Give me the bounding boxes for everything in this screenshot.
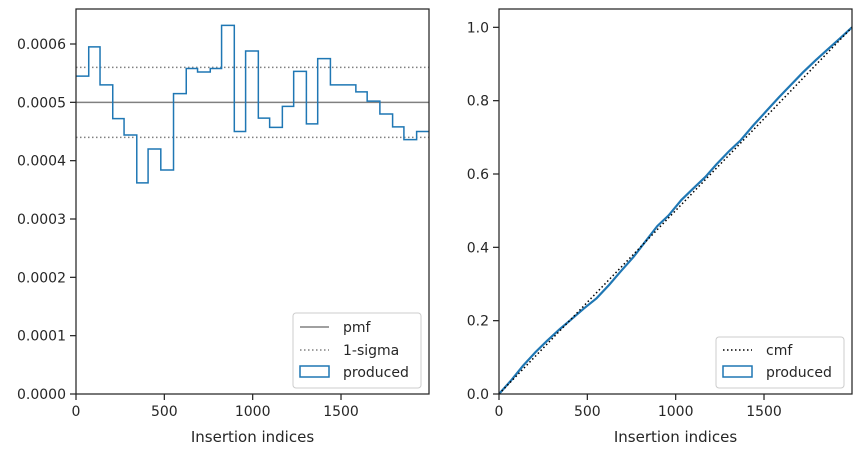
chart0-y-tick-label: 0.0001	[17, 329, 66, 345]
chart1-x-tick-label: 500	[574, 404, 601, 420]
chart1-x-tick-label: 1000	[658, 404, 694, 420]
legend-produced-label: produced	[343, 365, 409, 381]
right-legend: cmf produced	[715, 336, 845, 389]
left-chart-marks	[76, 24, 429, 184]
chart1-y-tick-label: 0.0	[467, 387, 489, 403]
chart0-x-tick-label: 1000	[235, 404, 271, 420]
chart0-y-tick-label: 0.0006	[17, 37, 66, 53]
legend-produced-label-right: produced	[766, 365, 832, 381]
legend-produced-swatch-right	[722, 365, 753, 378]
legend-pmf-label: pmf	[343, 320, 372, 336]
produced-cumulative-line	[498, 26, 853, 395]
chart0-x-tick-label: 500	[151, 404, 178, 420]
chart1-x-tick-label: 0	[495, 404, 504, 420]
chart0-y-tick-label: 0.0005	[17, 95, 66, 111]
right-axes-frame	[498, 8, 853, 395]
left-chart-ticks: 0 500 1000 1500 0.0000 0.0001 0.0002 0.0003 0.00…	[17, 37, 359, 420]
right-chart-marks	[498, 26, 853, 395]
legend-cmf-label: cmf	[766, 343, 793, 359]
left-x-axis-label: Insertion indices	[191, 428, 314, 446]
right-chart-panel: 0 500 1000 1500 0.0 0.2 0.4 0.6 0.8 1.0 Insertion…	[467, 8, 853, 446]
chart1-x-tick-label: 1500	[746, 404, 782, 420]
left-legend-box	[292, 312, 422, 389]
chart0-x-tick-label: 0	[72, 404, 81, 420]
chart0-y-tick-label: 0.0004	[17, 154, 66, 170]
legend-1-sigma-label: 1-sigma	[343, 343, 399, 359]
cmf-line	[498, 26, 853, 395]
left-chart-panel: 0 500 1000 1500 0.0000 0.0001 0.0002 0.0003 0.00…	[17, 8, 430, 446]
produced-step-histogram	[76, 24, 429, 184]
chart1-y-tick-label: 0.2	[467, 314, 489, 330]
chart0-y-tick-label: 0.0003	[17, 212, 66, 228]
chart0-x-tick-label: 1500	[323, 404, 359, 420]
right-x-axis-label: Insertion indices	[614, 428, 737, 446]
chart1-y-tick-label: 0.8	[467, 94, 489, 110]
chart1-y-tick-label: 0.4	[467, 240, 489, 256]
chart0-y-tick-label: 0.0002	[17, 270, 66, 286]
chart1-y-tick-label: 1.0	[467, 20, 489, 36]
right-chart-ticks: 0 500 1000 1500 0.0 0.2 0.4 0.6 0.8 1.0	[467, 20, 782, 420]
chart1-y-tick-label: 0.6	[467, 167, 489, 183]
legend-produced-swatch	[299, 365, 330, 378]
left-legend: pmf 1-sigma produced	[292, 312, 422, 389]
left-axes-frame	[75, 8, 430, 395]
chart0-y-tick-label: 0.0000	[17, 387, 66, 403]
